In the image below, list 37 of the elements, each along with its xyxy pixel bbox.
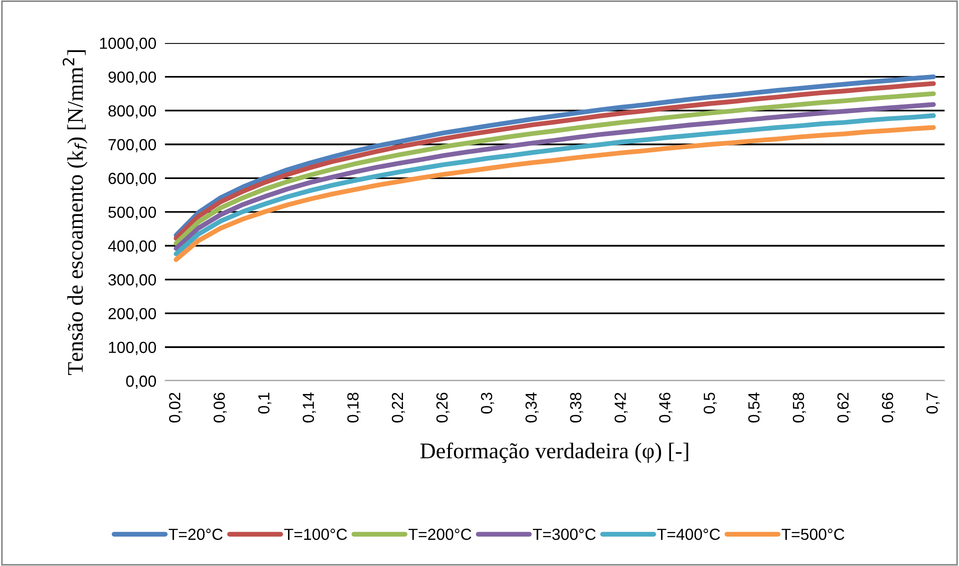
y-tick-label: 400,00 [108,240,156,254]
x-axis-title: Deformação verdadeira (φ) [-] [420,442,688,463]
legend-label: T=300°C [532,528,596,540]
x-tick-label: 0,06 [214,392,227,422]
legend-label: T=500°C [782,528,844,540]
y-tick-label: 1000,00 [100,38,156,51]
y-tick-label: 100,00 [108,342,156,355]
x-tick-label: 0,7 [926,392,940,414]
x-tick-label: 0,26 [436,392,450,422]
y-axis-title: Tensão de escoamento (k$_{f}$) [N/mm$^{2}$] [62,50,88,376]
x-tick-label: 0,14 [302,392,316,422]
x-tick-label: 0,1 [258,392,272,414]
x-tick-label: 0,34 [525,392,539,422]
x-tick-label: 0,22 [392,392,406,422]
x-tick-label: 0,3 [480,392,494,414]
x-tick-label: 0,62 [837,392,851,422]
y-tick-label: 800,00 [108,105,156,118]
x-tick-label: 0,5 [704,392,717,414]
legend-label: T=400°C [657,528,720,540]
y-tick-label: 900,00 [108,71,156,85]
legend-label: T=100°C [284,528,347,540]
x-tick-label: 0,58 [792,392,806,422]
legend-label: T=20°C [168,528,223,540]
x-tick-label: 0,38 [570,392,584,422]
y-tick-label: 200,00 [108,308,156,322]
y-tick-label: 700,00 [108,139,156,152]
legend-label: T=200°C [408,528,472,540]
x-tick-label: 0,02 [169,392,182,422]
y-tick-label: 600,00 [108,172,156,186]
y-tick-label: 500,00 [108,206,156,220]
y-tick-label: 0,00 [126,376,156,389]
x-tick-label: 0,42 [614,392,628,422]
x-tick-label: 0,18 [347,392,360,422]
x-tick-label: 0,54 [748,392,762,422]
y-tick-label: 300,00 [108,274,156,288]
x-tick-label: 0,66 [882,392,896,422]
x-tick-label: 0,46 [659,392,672,422]
